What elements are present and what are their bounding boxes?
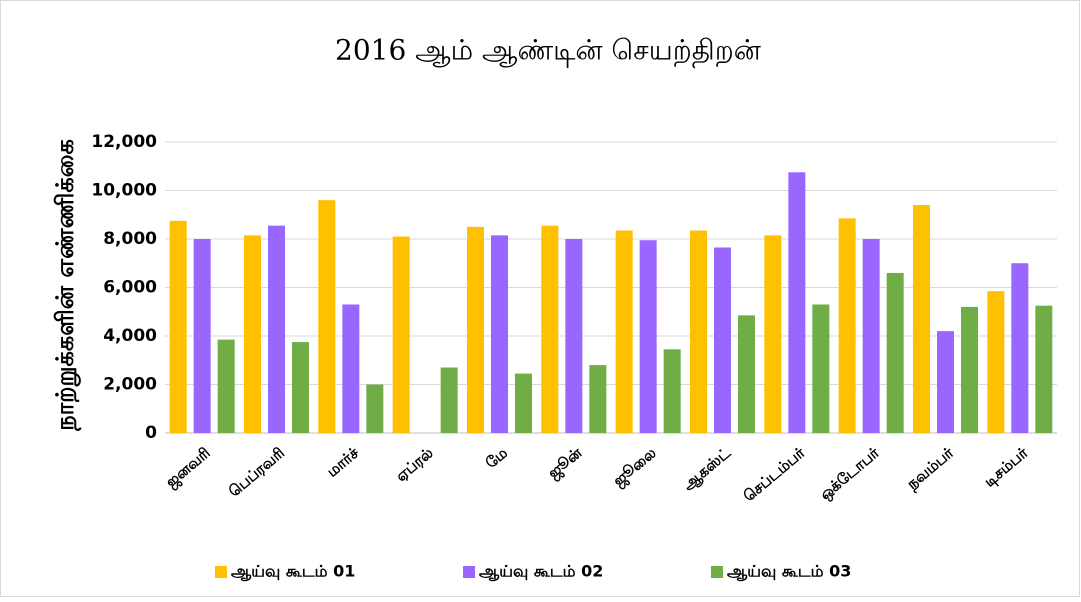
bar [440,367,458,433]
y-tick-label: 0 [145,423,157,443]
bar [318,200,336,433]
bar [738,315,755,433]
bar [268,225,285,433]
legend-label: ஆய்வு கூடம் 01 [231,562,355,582]
bar [764,235,782,433]
legend-swatch [463,566,475,578]
bar [589,365,607,433]
bar [987,291,1005,433]
legend-swatch [711,566,723,578]
bar [244,235,261,433]
bar [217,339,235,433]
bar [961,306,978,433]
bar [838,218,856,433]
legend-label: ஆய்வு கூடம் 03 [727,562,851,582]
bar [565,239,583,433]
bar [541,225,559,433]
bar [913,205,930,433]
bar [615,230,633,433]
bar [169,220,187,433]
bar [812,304,830,433]
bar [1035,305,1053,433]
bar [714,247,731,433]
bar [690,230,707,433]
chart-title: 2016 ஆம் ஆண்டின் செயற்திறன் [335,34,761,69]
bar [292,342,309,433]
y-tick-label: 10,000 [91,181,157,201]
bar [366,384,384,433]
bar [392,236,410,433]
y-tick-label: 12,000 [91,132,157,152]
y-tick-label: 2,000 [103,375,157,395]
bar [788,172,806,433]
legend-swatch [215,566,227,578]
bar [193,239,211,433]
legend-label: ஆய்வு கூடம் 02 [479,562,603,582]
bar [862,239,880,433]
bar [639,240,657,433]
bar [467,226,484,433]
bar [1011,263,1029,433]
bar [937,331,954,433]
y-axis-label: நாற்றுக்களின் எண்ணிக்கை [51,139,82,432]
y-tick-label: 4,000 [103,326,157,346]
bar [342,304,360,433]
bar [886,272,904,433]
y-tick-label: 8,000 [103,229,157,249]
bar [491,235,508,433]
bar [663,349,681,433]
bar [515,373,532,433]
y-tick-label: 6,000 [103,278,157,298]
